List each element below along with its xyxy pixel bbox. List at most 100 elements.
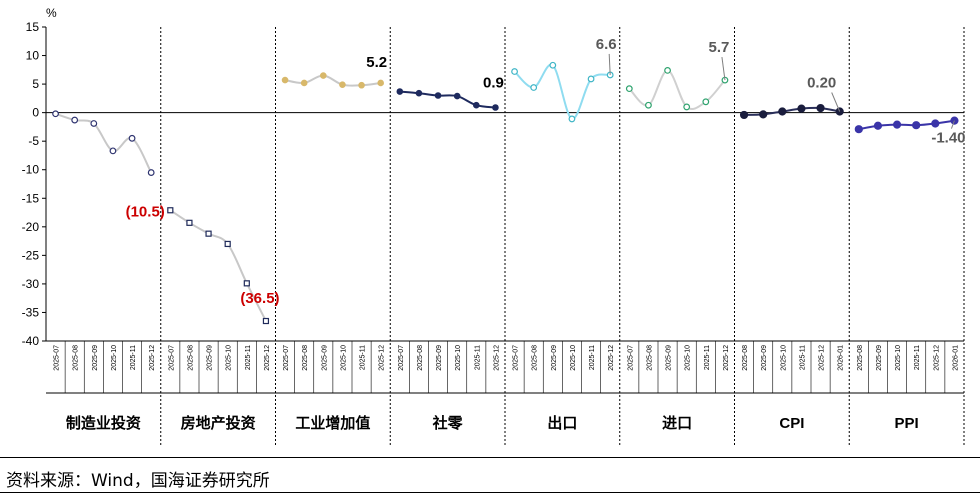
group-name-label: 社零: [432, 414, 464, 432]
economic-indicators-chart: % 15 10 5 0 -5 -10 -15 -20 -25 -30 -35 -40 2025-07 202…: [22, 6, 966, 446]
value-label-leader: [608, 53, 611, 75]
y-tick-label: 15: [26, 20, 40, 34]
value-label-leader: [721, 57, 726, 81]
month-label: 2026-01: [952, 345, 959, 371]
month-label: 2025-07: [283, 345, 290, 371]
data-point: [90, 120, 98, 127]
group-name-label: 进口: [662, 415, 692, 432]
last-value-label: 0.20: [807, 74, 836, 91]
data-point: [854, 125, 863, 134]
data-point: [549, 61, 557, 69]
month-label: 2025-09: [436, 345, 443, 371]
last-value-label: 5.2: [366, 54, 387, 71]
data-point: [186, 219, 193, 226]
value-label-leader: [950, 120, 955, 129]
data-point: [453, 92, 461, 100]
data-point: [816, 103, 825, 113]
data-point: [645, 101, 652, 109]
series-line: [744, 106, 840, 116]
group-name-label: 制造业投资: [66, 414, 141, 432]
month-label: 2025-09: [876, 345, 883, 371]
series-line: [628, 69, 726, 110]
data-point: [568, 115, 576, 123]
separator-line-bottom: [0, 492, 980, 493]
data-point: [262, 317, 270, 325]
month-label: 2025-08: [302, 345, 309, 371]
data-point: [281, 76, 289, 84]
month-label: 2025-08: [187, 345, 194, 371]
month-label: 2025-09: [321, 345, 328, 371]
data-point: [797, 104, 806, 113]
y-tick-label: -10: [22, 163, 40, 177]
data-point: [473, 101, 480, 109]
month-label: 2025-11: [914, 345, 921, 370]
month-label: 2025-09: [666, 345, 673, 371]
month-label: 2025-10: [780, 345, 787, 371]
month-label: 2025-12: [819, 345, 826, 371]
data-point: [300, 79, 308, 87]
data-point: [415, 89, 423, 97]
y-tick-label: -15: [22, 191, 40, 205]
y-tick-label: -30: [22, 277, 40, 291]
month-label: 2025-11: [130, 345, 137, 370]
last-value-label: (10.5): [126, 204, 165, 221]
group-name-label: CPI: [779, 415, 804, 432]
y-tick-label: -5: [28, 134, 39, 148]
y-tick-label: 0: [32, 106, 39, 120]
month-label: 2025-09: [551, 345, 558, 371]
data-point: [739, 110, 749, 120]
month-label: 2025-11: [799, 345, 806, 370]
month-label: 2025-07: [54, 345, 61, 371]
series-line: [55, 112, 153, 174]
data-point: [625, 85, 633, 93]
data-point: [396, 88, 404, 95]
month-label: 2025-07: [513, 345, 520, 371]
separator-line-top: [0, 457, 980, 458]
series-layer: [52, 61, 959, 325]
month-label: 2025-08: [73, 345, 80, 371]
data-point: [52, 110, 59, 118]
last-value-label: 5.7: [709, 39, 730, 56]
last-value-label: -1.40: [931, 130, 965, 147]
label-layer: (10.5) (36.5) 5.2 0.9 6.6 5.7 0.20 -1.40: [126, 36, 966, 307]
data-point: [224, 240, 231, 248]
y-tick-label: -35: [22, 305, 40, 319]
y-tick-label: -25: [22, 248, 40, 262]
data-point: [377, 79, 384, 87]
month-label: 2025-07: [627, 345, 634, 371]
data-point: [912, 121, 921, 130]
data-point: [434, 92, 442, 99]
group-name-label: 房地产投资: [181, 414, 256, 432]
data-point: [530, 84, 538, 91]
data-point: [109, 147, 117, 155]
month-label: 2025-07: [398, 345, 405, 371]
data-point: [587, 75, 595, 83]
data-point: [683, 103, 691, 111]
group-name-label: 出口: [547, 414, 577, 432]
month-label: 2025-10: [685, 345, 692, 371]
data-point: [243, 280, 250, 287]
month-label: 2025-11: [704, 345, 711, 370]
month-label: 2025-10: [895, 345, 902, 371]
data-point: [358, 81, 365, 89]
y-unit-label: %: [46, 6, 57, 20]
data-point: [320, 72, 327, 79]
last-value-label: (36.5): [240, 290, 279, 307]
last-value-label: 0.9: [483, 74, 504, 91]
axis-layer: % 15 10 5 0 -5 -10 -15 -20 -25 -30 -35 -40 2025-07 202…: [22, 6, 965, 446]
month-label: 2025-11: [474, 345, 481, 370]
y-tick-label: 5: [32, 77, 39, 91]
group-name-label: 工业增加值: [295, 414, 370, 432]
data-point: [664, 66, 671, 74]
month-label: 2025-12: [379, 345, 386, 371]
month-label: 2025-12: [264, 345, 271, 371]
month-label: 2026-01: [838, 345, 845, 371]
month-label: 2025-08: [857, 345, 864, 371]
data-point: [167, 207, 174, 214]
month-label: 2025-08: [646, 345, 653, 371]
data-point: [205, 230, 212, 237]
month-label: 2025-11: [245, 345, 252, 370]
month-label: 2025-09: [207, 345, 214, 371]
data-point: [892, 120, 902, 129]
data-point: [128, 134, 136, 142]
